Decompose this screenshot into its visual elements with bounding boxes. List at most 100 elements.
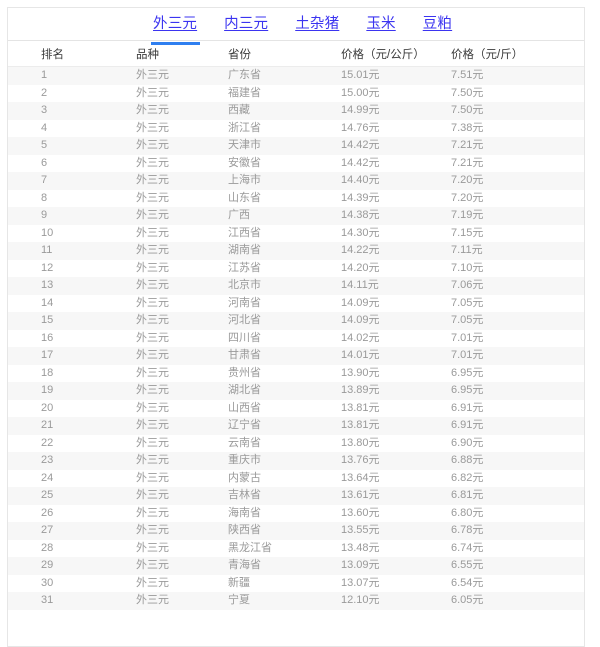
table-row[interactable]: 29 外三元 青海省 13.09元 6.55元 [8, 557, 584, 575]
table-body: 1 外三元 广东省 15.01元 7.51元 2 外三元 福建省 15.00元 7.50元 3 外三元… [8, 66, 584, 610]
cell-province: 吉林省 [228, 489, 261, 501]
table-row[interactable]: 12 外三元 江苏省 14.20元 7.10元 [8, 260, 584, 278]
cell-province: 新疆 [228, 576, 250, 589]
cell-province: 北京市 [228, 279, 261, 291]
table-row[interactable]: 22 外三元 云南省 13.80元 6.90元 [8, 435, 584, 453]
tab-5[interactable]: 豆粕 [422, 16, 453, 32]
cell-breed: 外三元 [136, 226, 169, 239]
table-row[interactable]: 16 外三元 四川省 14.02元 7.01元 [8, 330, 584, 348]
table-row[interactable]: 23 外三元 重庆市 13.76元 6.88元 [8, 452, 584, 470]
table-header-row: 排名 品种 省份 价格（元/公斤） 价格（元/斤） [8, 41, 584, 67]
table-row[interactable]: 24 外三元 内蒙古 13.64元 6.82元 [8, 470, 584, 488]
cell-rank: 21 [41, 419, 54, 431]
cell-price-per-jin: 7.21元 [451, 156, 484, 169]
cell-rank: 11 [41, 244, 53, 256]
table-row[interactable]: 5 外三元 天津市 14.42元 7.21元 [8, 137, 584, 155]
cell-price-per-jin: 6.78元 [451, 524, 484, 536]
page-root: 外三元 内三元 土杂猪 玉米 豆粕 排名 品种 省份 价格（元/公斤） 价格（元/斤） 1 外三元… [7, 7, 585, 647]
table-row[interactable]: 18 外三元 贵州省 13.90元 6.95元 [8, 365, 584, 383]
cell-province: 湖北省 [228, 384, 261, 396]
table-row[interactable]: 21 外三元 辽宁省 13.81元 6.91元 [8, 417, 584, 435]
table-row[interactable]: 1 外三元 广东省 15.01元 7.51元 [8, 66, 584, 85]
cell-price-per-kg: 13.81元 [341, 419, 380, 431]
cell-price-per-jin: 7.15元 [451, 226, 484, 239]
table-row[interactable]: 4 外三元 浙江省 14.76元 7.38元 [8, 120, 584, 138]
cell-price-per-jin: 7.38元 [451, 121, 484, 134]
cell-rank: 20 [41, 401, 54, 414]
price-ranking-card: 外三元 内三元 土杂猪 玉米 豆粕 排名 品种 省份 价格（元/公斤） 价格（元/斤） 1 外三元… [7, 7, 585, 647]
table-row[interactable]: 31 外三元 宁夏 12.10元 6.05元 [8, 592, 584, 610]
cell-breed: 外三元 [136, 471, 169, 484]
cell-price-per-jin: 7.19元 [451, 209, 484, 221]
cell-price-per-jin: 6.54元 [451, 576, 484, 589]
cell-price-per-kg: 14.11元 [341, 279, 379, 291]
cell-price-per-kg: 15.01元 [341, 69, 380, 81]
cell-province: 青海省 [228, 559, 261, 571]
table-row[interactable]: 15 外三元 河北省 14.09元 7.05元 [8, 312, 584, 330]
table-row[interactable]: 26 外三元 海南省 13.60元 6.80元 [8, 505, 584, 523]
table-row[interactable]: 27 外三元 陕西省 13.55元 6.78元 [8, 522, 584, 540]
cell-price-per-kg: 13.55元 [341, 524, 380, 536]
table-row[interactable]: 8 外三元 山东省 14.39元 7.20元 [8, 190, 584, 208]
cell-breed: 外三元 [136, 104, 169, 116]
cell-breed: 外三元 [136, 349, 169, 361]
column-header-rank: 排名 [41, 48, 64, 61]
cell-price-per-jin: 6.90元 [451, 436, 484, 449]
cell-breed: 外三元 [136, 419, 169, 431]
tab-1[interactable]: 外三元 [150, 8, 201, 45]
table-row[interactable]: 9 外三元 广西 14.38元 7.19元 [8, 207, 584, 225]
table-row[interactable]: 7 外三元 上海市 14.40元 7.20元 [8, 172, 584, 190]
cell-rank: 14 [41, 296, 54, 309]
cell-rank: 29 [41, 559, 54, 571]
cell-province: 四川省 [228, 331, 261, 344]
tab-4[interactable]: 玉米 [366, 16, 396, 32]
table-row[interactable]: 19 外三元 湖北省 13.89元 6.95元 [8, 382, 584, 400]
cell-price-per-kg: 14.22元 [341, 244, 380, 256]
tab-2[interactable]: 内三元 [224, 16, 269, 32]
cell-price-per-kg: 14.02元 [341, 331, 380, 344]
cell-province: 山西省 [228, 401, 261, 414]
cell-price-per-jin: 6.91元 [451, 419, 484, 431]
table-row[interactable]: 6 外三元 安徽省 14.42元 7.21元 [8, 155, 584, 173]
cell-rank: 1 [41, 69, 48, 81]
table-row[interactable]: 13 外三元 北京市 14.11元 7.06元 [8, 277, 584, 295]
cell-province: 西藏 [228, 104, 250, 116]
table-row[interactable]: 25 外三元 吉林省 13.61元 6.81元 [8, 487, 584, 505]
cell-price-per-jin: 7.50元 [451, 104, 484, 116]
table-row[interactable]: 2 外三元 福建省 15.00元 7.50元 [8, 85, 584, 103]
cell-rank: 19 [41, 384, 54, 396]
table-row[interactable]: 3 外三元 西藏 14.99元 7.50元 [8, 102, 584, 120]
table-row[interactable]: 10 外三元 江西省 14.30元 7.15元 [8, 225, 584, 243]
table-row[interactable]: 28 外三元 黑龙江省 13.48元 6.74元 [8, 540, 584, 558]
column-header-price-per-jin: 价格（元/斤） [451, 48, 524, 61]
table-row[interactable]: 14 外三元 河南省 14.09元 7.05元 [8, 295, 584, 313]
cell-province: 海南省 [228, 506, 261, 519]
cell-breed: 外三元 [136, 454, 169, 466]
cell-rank: 6 [41, 156, 48, 169]
table-row[interactable]: 30 外三元 新疆 13.07元 6.54元 [8, 575, 584, 593]
cell-breed: 外三元 [136, 506, 169, 519]
cell-price-per-kg: 14.01元 [341, 349, 380, 361]
table-row[interactable]: 11 外三元 湖南省 14.22元 7.11元 [8, 242, 584, 260]
cell-breed: 外三元 [136, 69, 169, 81]
cell-province: 江苏省 [228, 261, 261, 274]
cell-breed: 外三元 [136, 384, 169, 396]
cell-province: 宁夏 [228, 594, 250, 606]
cell-province: 辽宁省 [228, 419, 261, 431]
cell-price-per-kg: 12.10元 [341, 594, 380, 606]
cell-price-per-jin: 6.95元 [451, 366, 484, 379]
table-row[interactable]: 17 外三元 甘肃省 14.01元 7.01元 [8, 347, 584, 365]
cell-price-per-jin: 6.74元 [451, 541, 484, 554]
cell-rank: 16 [41, 331, 54, 344]
table-row[interactable]: 20 外三元 山西省 13.81元 6.91元 [8, 400, 584, 418]
cell-price-per-kg: 14.09元 [341, 314, 380, 326]
cell-rank: 2 [41, 86, 48, 99]
column-header-breed: 品种 [136, 48, 159, 61]
cell-province: 河北省 [228, 314, 261, 326]
cell-rank: 13 [41, 279, 54, 291]
cell-rank: 26 [41, 506, 54, 519]
cell-rank: 30 [41, 576, 54, 589]
cell-price-per-kg: 13.61元 [341, 489, 380, 501]
cell-price-per-jin: 7.06元 [451, 279, 484, 291]
tab-3[interactable]: 土杂猪 [295, 16, 340, 32]
